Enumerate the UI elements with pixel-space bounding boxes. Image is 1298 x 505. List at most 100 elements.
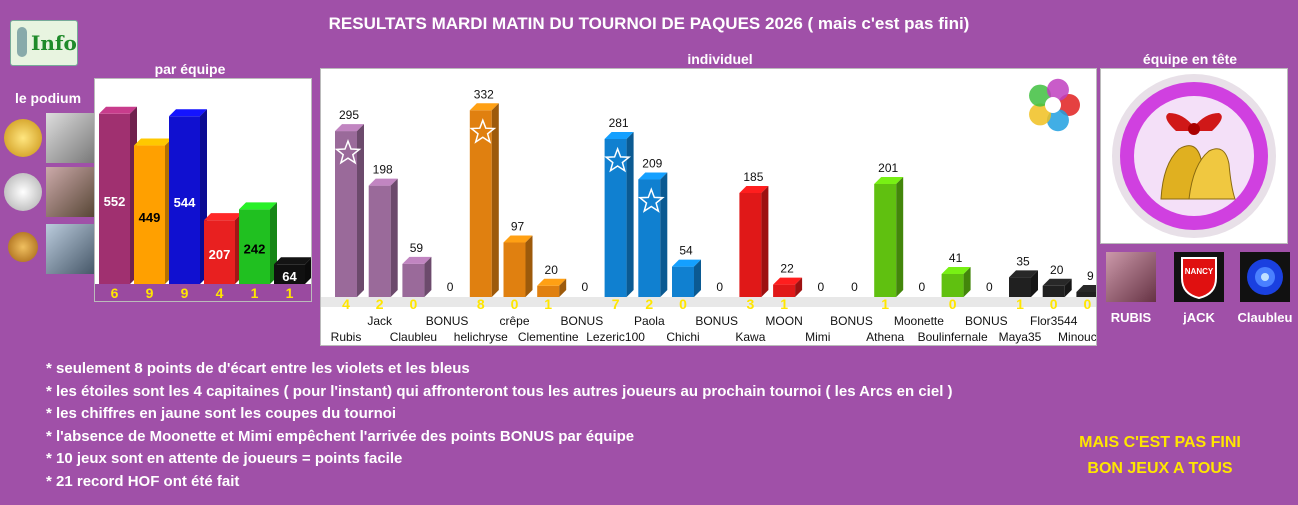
player-name-label: BONUS <box>561 314 604 328</box>
player-cup-label: 1 <box>780 296 788 312</box>
player-value-label: 0 <box>447 280 454 294</box>
player-cup-label: 1 <box>881 296 889 312</box>
captain-avatar-rubis <box>1106 252 1156 302</box>
player-cup-label: 2 <box>376 296 384 312</box>
nancy-text: NANCY <box>1185 267 1214 276</box>
team-bar <box>169 109 207 284</box>
player-name-label: Mimi <box>805 330 830 344</box>
player-bar <box>537 278 567 297</box>
player-name-label: MOON <box>765 314 802 328</box>
captain-star-icon <box>334 138 362 165</box>
captain-name: RUBIS <box>1110 310 1152 325</box>
podium-photo <box>46 224 96 274</box>
team-value-label: 207 <box>209 247 231 262</box>
team-cup-label: 4 <box>216 285 224 301</box>
footer-line: MAIS C'EST PAS FINI <box>1079 434 1241 451</box>
individual-chart-label: individuel <box>687 51 753 67</box>
individual-chart-floor <box>321 297 1096 307</box>
lead-team-label: équipe en tête <box>1142 51 1238 67</box>
page-title: RESULTATS MARDI MATIN DU TOURNOI DE PAQU… <box>328 14 970 33</box>
bells-icon <box>1160 113 1236 200</box>
player-name-label: Jack <box>367 314 393 328</box>
player-name-label: Boulinfernale <box>918 330 988 344</box>
team-cup-label: 9 <box>146 285 154 301</box>
note-item: * 21 record HOF ont été fait <box>46 472 240 490</box>
player-name-label: Claubleu <box>390 330 437 344</box>
player-value-label: 22 <box>780 262 794 276</box>
player-bar <box>402 256 432 297</box>
gold-medal-icon <box>4 119 42 157</box>
player-cup-label: 2 <box>645 296 653 312</box>
player-bar <box>874 176 904 297</box>
info-logo: Info <box>10 20 78 66</box>
team-cup-label: 6 <box>111 285 119 301</box>
player-name-label: Clementine <box>518 330 579 344</box>
player-bar <box>941 266 971 297</box>
player-value-label: 0 <box>716 280 723 294</box>
player-value-label: 0 <box>851 280 858 294</box>
player-value-label: 198 <box>373 163 393 177</box>
player-name-label: BONUS <box>426 314 469 328</box>
individual-chart: 295 4 Rubis 198 2 Jack 59 0 Claubleu 0 BONUS 332 8 he… <box>320 68 1117 346</box>
team-value-label: 544 <box>174 195 196 210</box>
note-item: * l'absence de Moonette et Mimi empêchen… <box>46 427 635 445</box>
player-cup-label: 0 <box>511 296 519 312</box>
podium-third <box>4 224 96 274</box>
player-cup-label: 1 <box>544 296 552 312</box>
player-bar <box>469 103 499 297</box>
player-name-label: crêpe <box>499 314 529 328</box>
note-item: * les étoiles sont les 4 capitaines ( po… <box>46 382 953 400</box>
player-bar <box>503 235 533 297</box>
player-value-label: 0 <box>582 280 589 294</box>
player-name-label: Athena <box>866 330 904 344</box>
player-bar <box>672 259 701 297</box>
podium-photo <box>46 113 96 163</box>
player-name-label: Moonette <box>894 314 944 328</box>
player-name-label: Maya35 <box>999 330 1042 344</box>
player-value-label: 97 <box>511 219 525 233</box>
player-value-label: 295 <box>339 108 359 122</box>
team-cup-label: 1 <box>286 285 294 301</box>
captain-name: jACK <box>1183 310 1215 325</box>
team-bar <box>274 257 312 284</box>
nancy-logo-icon: NANCY <box>1174 252 1224 302</box>
player-name-label: BONUS <box>695 314 738 328</box>
player-value-label: 0 <box>817 280 824 294</box>
player-name-label: helichryse <box>454 330 508 344</box>
player-name-label: Rubis <box>331 330 362 344</box>
player-cup-label: 0 <box>410 296 418 312</box>
player-cup-label: 0 <box>1050 296 1058 312</box>
player-value-label: 201 <box>878 161 898 175</box>
player-bar <box>335 124 364 297</box>
player-value-label: 20 <box>545 263 559 277</box>
player-value-label: 0 <box>986 280 993 294</box>
player-name-label: Paola <box>634 314 665 328</box>
team-value-label: 64 <box>282 269 297 284</box>
team-logo-icon <box>1029 78 1080 132</box>
player-value-label: 35 <box>1016 254 1030 268</box>
player-name-label: Minouchea <box>1058 330 1096 344</box>
lead-team-panel <box>1100 68 1288 244</box>
footer-line: BON JEUX A TOUS <box>1087 460 1233 477</box>
individual-chart-svg: 2954Rubis1982Jack590Claubleu0BONUS3328he… <box>321 78 1117 344</box>
team-cup-label: 1 <box>251 285 259 301</box>
team-chart: 552 6 449 9 544 9 207 4 242 1 64 1 <box>94 78 312 302</box>
podium-second <box>4 167 96 217</box>
player-value-label: 281 <box>609 116 629 130</box>
team-value-label: 449 <box>139 210 161 225</box>
player-bar <box>773 277 803 297</box>
note-item: * les chiffres en jaune sont les coupes … <box>46 405 397 422</box>
captain-star-icon <box>469 118 497 144</box>
captain-name: Claubleu <box>1237 310 1293 325</box>
player-bar <box>638 172 668 297</box>
player-value-label: 59 <box>410 241 424 255</box>
captain-star-icon <box>637 187 665 213</box>
bells-badge <box>1112 74 1276 238</box>
player-value-label: 185 <box>743 170 763 184</box>
note-item: * seulement 8 points de d'écart entre le… <box>46 360 470 377</box>
player-bar <box>1009 270 1038 297</box>
player-bar <box>739 185 769 297</box>
player-name-label: Flor3544 <box>1030 314 1078 328</box>
player-value-label: 0 <box>919 280 926 294</box>
